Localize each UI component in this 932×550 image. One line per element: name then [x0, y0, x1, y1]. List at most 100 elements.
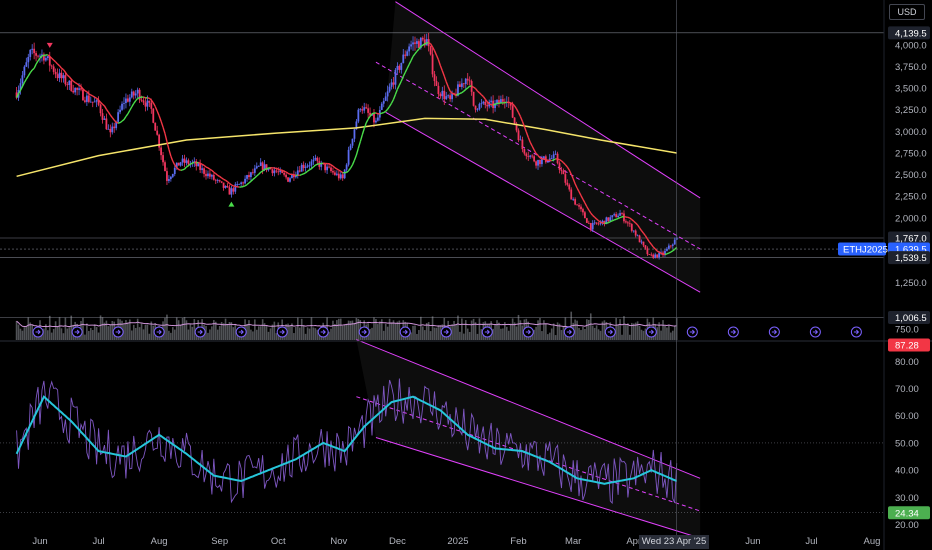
fast-moving-average-segment: [664, 253, 668, 256]
volume-bar: [230, 322, 233, 340]
volume-bar: [179, 324, 182, 340]
price-tick-label: 2,250.0: [895, 192, 927, 203]
candle-body: [593, 222, 596, 224]
fast-moving-average-segment: [564, 164, 568, 168]
volume-bar: [461, 318, 463, 340]
fast-moving-average-segment: [610, 220, 613, 223]
fast-moving-average-segment: [168, 149, 172, 157]
candle-body: [589, 223, 592, 230]
volume-bar: [50, 332, 53, 340]
event-arrow: [812, 329, 819, 335]
volume-bar: [416, 333, 418, 340]
volume-bar: [84, 334, 86, 340]
event-arrow: [361, 329, 367, 335]
fast-moving-average-segment: [244, 184, 248, 187]
currency-button[interactable]: USD: [889, 4, 925, 20]
fast-moving-average-segment: [57, 63, 60, 67]
fast-moving-average-segment: [439, 65, 443, 71]
candle-body: [89, 101, 92, 103]
fast-moving-average-segment: [451, 92, 455, 95]
candle-body: [70, 80, 73, 91]
volume-bar: [211, 326, 213, 340]
candle-body: [48, 56, 51, 66]
rsi-tick-label: 60.00: [895, 411, 919, 422]
candle-body: [654, 254, 657, 258]
volume-bar: [451, 324, 453, 340]
volume-bar: [589, 313, 592, 340]
event-arrow: [730, 329, 737, 335]
volume-bar: [209, 329, 211, 340]
fast-moving-average-segment: [109, 114, 113, 118]
candle-body: [115, 121, 118, 129]
volume-bar: [334, 324, 336, 340]
volume-bar: [396, 321, 399, 340]
fast-moving-average-segment: [166, 141, 170, 150]
volume-bar: [621, 334, 623, 340]
fast-moving-average-segment: [113, 119, 117, 123]
candle-body: [533, 156, 536, 162]
volume-bar: [259, 326, 262, 340]
candle-body: [126, 98, 129, 102]
candle-body: [60, 72, 63, 79]
volume-bar: [519, 320, 522, 340]
candle-body: [466, 78, 469, 81]
candle-body: [449, 95, 452, 100]
candle-body: [248, 175, 250, 178]
candle-body: [412, 42, 414, 45]
volume-bar: [535, 326, 537, 340]
volume-bar: [595, 325, 598, 340]
candle-body: [609, 217, 612, 221]
candle-body: [103, 118, 106, 120]
volume-bar: [130, 330, 133, 340]
candle-body: [605, 217, 608, 225]
candle-body: [599, 222, 602, 224]
candle-body: [519, 139, 522, 141]
fast-moving-average-segment: [111, 117, 115, 121]
candle-body: [373, 113, 375, 123]
candle-body: [566, 182, 569, 185]
volume-bar: [261, 319, 264, 340]
fast-moving-average-segment: [37, 57, 41, 62]
volume-bar: [543, 320, 545, 340]
time-tick-label: Sep: [211, 536, 228, 547]
candle-body: [578, 205, 580, 207]
fast-moving-average-segment: [424, 42, 428, 45]
fast-moving-average-segment: [102, 103, 105, 107]
volume-bar: [634, 322, 637, 340]
fast-moving-average-segment: [467, 85, 471, 89]
candle-body: [537, 159, 539, 166]
candle-body: [277, 171, 280, 173]
time-axis[interactable]: Jun Jul Aug Sep Oct Nov Dec 2025 Feb Mar Apr Jun Jul…: [32, 536, 880, 547]
fast-moving-average-segment: [519, 116, 524, 122]
candle-body: [164, 162, 166, 172]
time-tick-label: Jun: [32, 536, 47, 547]
candle-body: [130, 91, 133, 98]
volume-bar: [496, 320, 498, 340]
fast-moving-average-segment: [258, 171, 262, 175]
volume-bar: [287, 323, 289, 340]
fast-moving-average-segment: [594, 216, 598, 220]
fast-moving-average-segment: [600, 221, 603, 224]
volume-bar: [289, 325, 291, 340]
fast-moving-average-segment: [94, 96, 97, 99]
candle-body: [316, 157, 319, 162]
candle-body: [78, 88, 80, 90]
fast-moving-average-segment: [281, 169, 285, 172]
volume-bar: [218, 326, 221, 340]
candle-body: [304, 166, 307, 168]
candle-body: [44, 58, 47, 61]
volume-bar: [671, 330, 674, 340]
volume-bar: [17, 324, 20, 340]
fast-moving-average-segment: [158, 115, 162, 122]
candle-body: [462, 83, 465, 85]
fast-moving-average-segment: [648, 241, 652, 245]
fast-moving-average-segment: [619, 216, 623, 219]
fast-moving-average-segment: [338, 169, 342, 172]
price-channel-lower: [385, 111, 701, 293]
fast-moving-average-segment: [217, 174, 221, 178]
candle-body: [62, 75, 65, 79]
event-arrow: [35, 329, 41, 335]
candle-body: [472, 91, 475, 106]
